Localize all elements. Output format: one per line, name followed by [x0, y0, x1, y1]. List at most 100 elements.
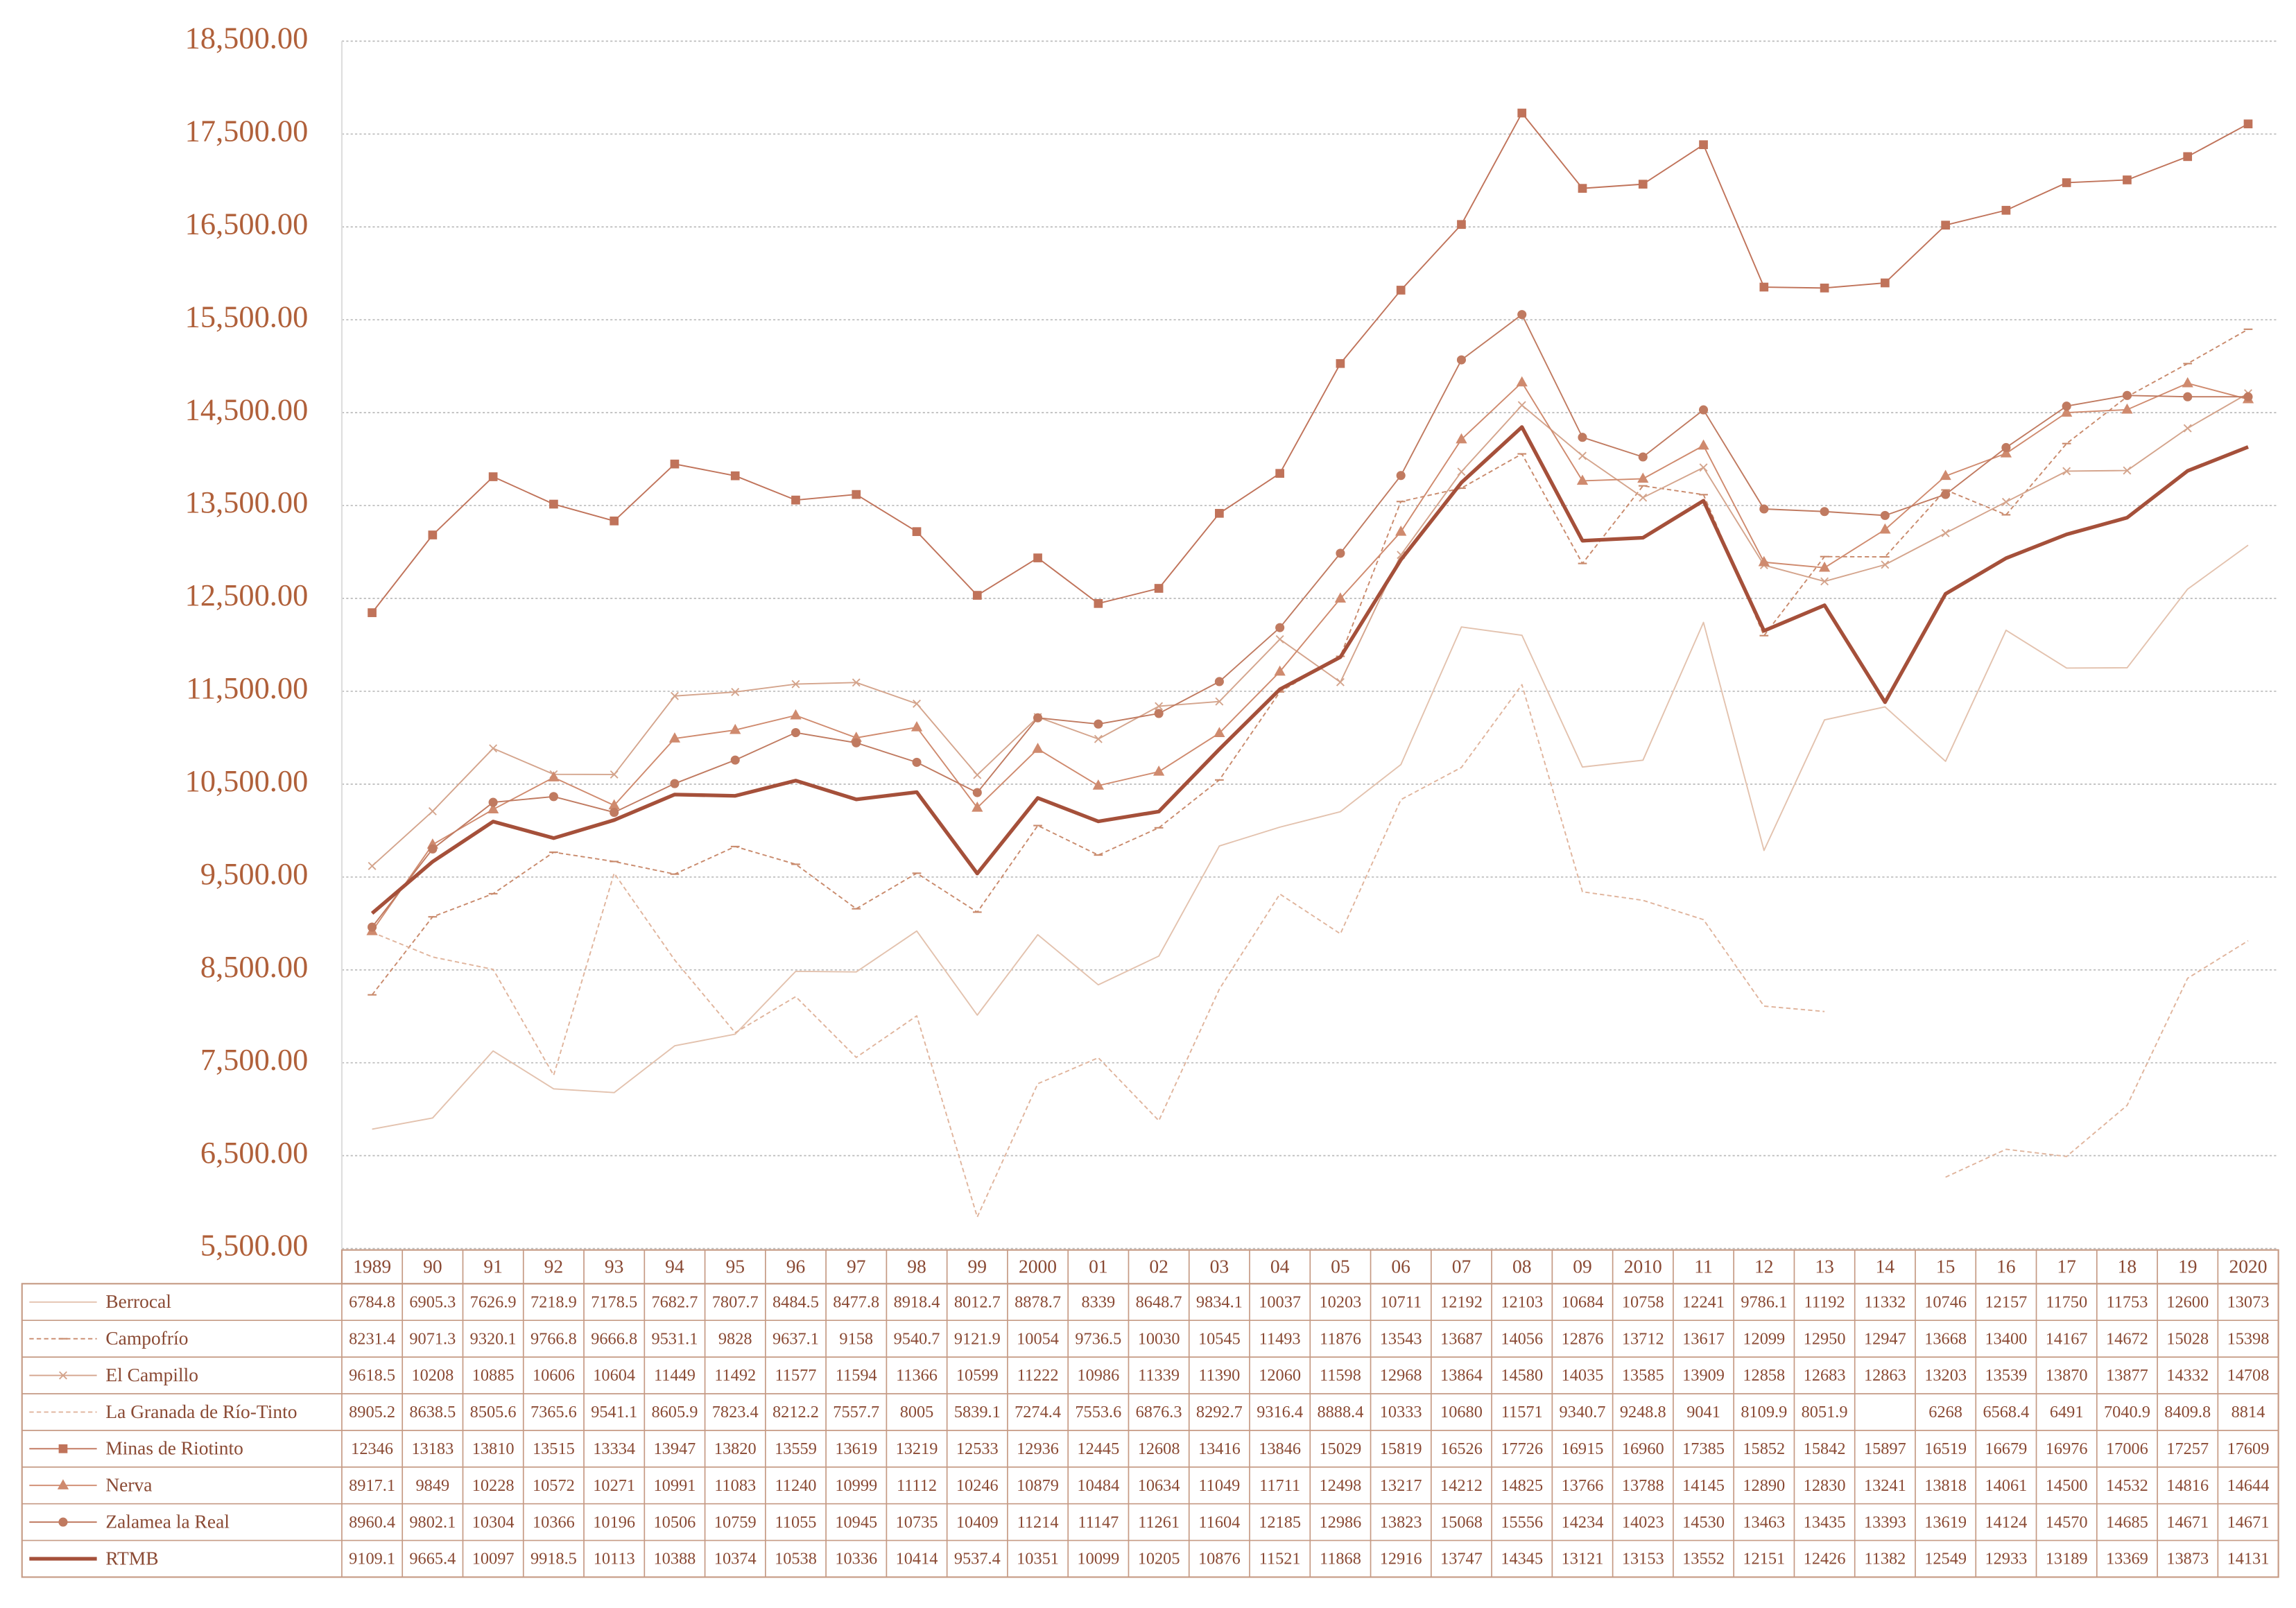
table-cell: 11577 — [775, 1366, 817, 1385]
table-cell: 13334 — [593, 1440, 635, 1458]
table-cell: 17609 — [2227, 1440, 2270, 1458]
table-cell: 8212.2 — [772, 1403, 819, 1421]
table-cell: 14061 — [1985, 1476, 2027, 1495]
table-cell: 14671 — [2227, 1513, 2270, 1532]
table-cell: 10684 — [1562, 1293, 1604, 1311]
x-tick-label: 04 — [1270, 1255, 1290, 1277]
table-cell: 11598 — [1320, 1366, 1361, 1385]
table-cell: 13668 — [1924, 1329, 1967, 1348]
table-cell: 10986 — [1077, 1366, 1119, 1385]
table-cell: 13823 — [1380, 1513, 1422, 1532]
x-tick-label: 96 — [786, 1255, 806, 1277]
table-cell: 9918.5 — [530, 1550, 577, 1568]
table-cell: 8917.1 — [349, 1476, 395, 1495]
series-line — [370, 425, 2249, 915]
table-cell: 13539 — [1985, 1366, 2027, 1385]
table-cell: 8012.7 — [954, 1293, 1001, 1311]
table-cell: 12936 — [1017, 1440, 1059, 1458]
table-cell: 10374 — [714, 1550, 757, 1568]
series-line — [371, 392, 2249, 867]
x-tick-label: 2020 — [2229, 1255, 2267, 1277]
table-cell: 9666.8 — [591, 1329, 637, 1348]
table-cell: 10351 — [1017, 1550, 1059, 1568]
table-cell: 10203 — [1320, 1293, 1362, 1311]
table-cell: 8960.4 — [349, 1513, 395, 1532]
table-cell: 10885 — [472, 1366, 515, 1385]
marker — [1941, 528, 1950, 537]
table-cell: 8505.6 — [470, 1403, 517, 1421]
table-cell: 12241 — [1682, 1293, 1725, 1311]
y-tick-label: 12,500.00 — [185, 578, 309, 612]
table-cell: 12426 — [1804, 1550, 1846, 1568]
table-cell: 9158 — [839, 1329, 873, 1348]
table-cell: 8409.8 — [2164, 1403, 2211, 1421]
marker — [1456, 433, 1467, 444]
table-cell: 13435 — [1804, 1513, 1846, 1532]
marker — [1759, 282, 1769, 292]
marker — [1274, 665, 1286, 676]
table-cell: 6491 — [2050, 1403, 2084, 1421]
marker — [1820, 284, 1829, 293]
table-cell: 11876 — [1320, 1329, 1361, 1348]
table-cell: 12968 — [1380, 1366, 1422, 1385]
table-cell: 10606 — [533, 1366, 575, 1385]
x-tick-label: 15 — [1936, 1255, 1955, 1277]
table-cell: 11222 — [1017, 1366, 1059, 1385]
table-cell: 11240 — [775, 1476, 817, 1495]
table-cell: 14644 — [2227, 1476, 2270, 1495]
y-tick-label: 10,500.00 — [185, 763, 309, 798]
marker — [1334, 592, 1347, 603]
legend-marker — [58, 1444, 68, 1453]
marker — [1153, 765, 1165, 776]
marker — [1880, 510, 1890, 520]
table-cell: 10208 — [411, 1366, 454, 1385]
marker — [791, 495, 800, 505]
marker — [2121, 403, 2133, 414]
table-cell: 13747 — [1440, 1550, 1483, 1568]
x-tick-label: 02 — [1149, 1255, 1168, 1277]
table-cell: 10196 — [593, 1513, 635, 1532]
table-cell: 9109.1 — [349, 1550, 395, 1568]
marker — [1516, 376, 1528, 387]
table-cell: 13153 — [1622, 1550, 1664, 1568]
y-tick-label: 13,500.00 — [185, 485, 309, 519]
marker — [1154, 709, 1164, 718]
legend-marker — [59, 1371, 67, 1380]
legend-label: Zalamea la Real — [105, 1511, 230, 1532]
table-cell: 11604 — [1198, 1513, 1240, 1532]
table-cell: 7557.7 — [833, 1403, 879, 1421]
table-cell: 9736.5 — [1075, 1329, 1121, 1348]
marker — [610, 516, 619, 526]
legend-label: Campofrío — [105, 1327, 188, 1349]
table-cell: 10097 — [472, 1550, 515, 1568]
y-tick-label: 11,500.00 — [186, 671, 308, 705]
table-cell: 17385 — [1682, 1440, 1725, 1458]
table-cell: 10484 — [1077, 1476, 1119, 1495]
marker — [1758, 555, 1770, 567]
table-cell: 12445 — [1077, 1440, 1119, 1458]
table-cell: 11214 — [1017, 1513, 1059, 1532]
table-cell: 15068 — [1440, 1513, 1483, 1532]
table-cell: 8814 — [2232, 1403, 2265, 1421]
table-cell: 15819 — [1380, 1440, 1422, 1458]
table-cell: 11750 — [2046, 1293, 2087, 1311]
marker — [1094, 599, 1103, 608]
table-cell: 5839.1 — [954, 1403, 1001, 1421]
table-cell: 16519 — [1924, 1440, 1967, 1458]
table-cell: 10746 — [1924, 1293, 1967, 1311]
marker — [972, 801, 983, 812]
table-cell: 14145 — [1682, 1476, 1725, 1495]
marker — [1818, 561, 1831, 572]
marker — [368, 922, 377, 932]
marker — [1578, 451, 1587, 460]
y-tick-label: 15,500.00 — [185, 299, 309, 334]
marker — [972, 788, 982, 797]
marker — [1094, 734, 1103, 743]
table-cell: 11521 — [1259, 1550, 1301, 1568]
y-tick-label: 6,500.00 — [200, 1135, 308, 1170]
x-tick-label: 2000 — [1019, 1255, 1057, 1277]
marker — [1395, 526, 1407, 536]
y-tick-label: 8,500.00 — [200, 949, 308, 984]
x-tick-label: 07 — [1452, 1255, 1471, 1277]
